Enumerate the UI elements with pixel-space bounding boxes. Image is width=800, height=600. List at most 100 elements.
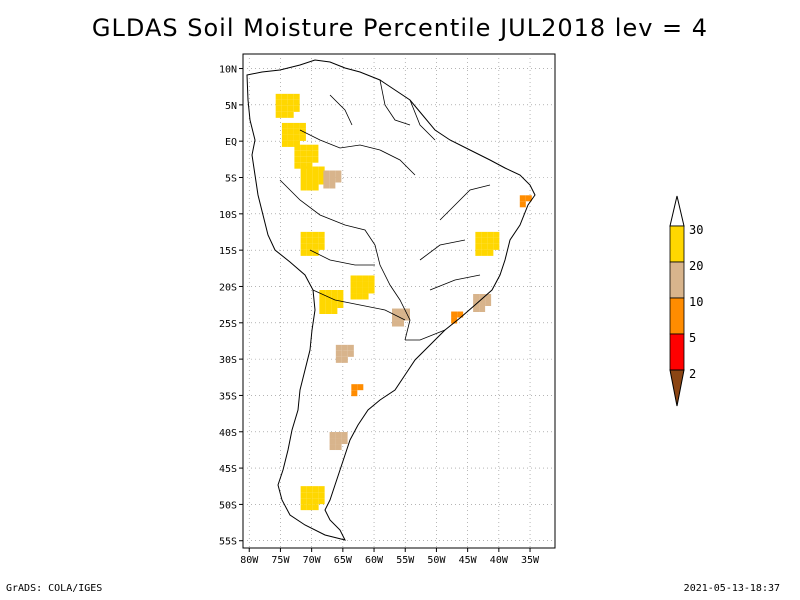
soil-moisture-cell	[306, 166, 313, 173]
soil-moisture-cell	[293, 128, 300, 135]
soil-moisture-cell	[300, 498, 307, 505]
soil-moisture-cell	[329, 444, 336, 451]
soil-moisture-cell	[275, 111, 282, 118]
soil-moisture-cell	[473, 294, 480, 300]
soil-moisture-cell	[351, 390, 358, 397]
soil-moisture-cell	[368, 275, 375, 282]
soil-moisture-cell	[306, 184, 313, 191]
soil-moisture-cell	[312, 498, 319, 505]
soil-moisture-cell	[275, 105, 282, 112]
soil-moisture-cell	[335, 344, 342, 351]
y-tick-label: 20S	[219, 282, 237, 293]
soil-moisture-cell	[312, 144, 319, 151]
soil-moisture-cell	[312, 243, 319, 250]
soil-moisture-cell	[312, 172, 319, 179]
soil-moisture-cell	[475, 231, 482, 238]
x-tick-label: 65W	[334, 555, 353, 566]
south-america-coastline	[246, 59, 536, 541]
soil-moisture-cell	[312, 150, 319, 157]
soil-moisture-cell	[281, 140, 288, 147]
soil-moisture-cell	[398, 320, 404, 327]
soil-moisture-cell	[404, 314, 410, 321]
legend-label-5: 5	[689, 331, 696, 345]
legend-label-30: 30	[689, 223, 703, 237]
soil-moisture-cell	[392, 314, 398, 321]
soil-moisture-cell	[318, 237, 325, 244]
soil-moisture-cell	[356, 275, 363, 282]
soil-moisture-cell	[312, 166, 319, 173]
soil-moisture-cell	[300, 231, 307, 238]
soil-moisture-cell	[323, 182, 330, 189]
soil-moisture-cell	[299, 122, 306, 129]
soil-moisture-cell	[299, 134, 306, 141]
soil-moisture-cell	[294, 150, 301, 157]
soil-moisture-cell	[306, 249, 313, 256]
soil-moisture-cell	[335, 350, 342, 357]
soil-moisture-cell	[335, 176, 342, 183]
soil-moisture-cell	[319, 296, 326, 302]
soil-moisture-cell	[350, 287, 357, 294]
soil-moisture-cell	[341, 432, 348, 439]
x-tick-label: 35W	[521, 555, 540, 566]
x-tick-label: 70W	[303, 555, 322, 566]
soil-moisture-cell	[312, 231, 319, 238]
soil-moisture-cell	[451, 317, 458, 324]
soil-moisture-cell	[341, 438, 348, 445]
soil-moisture-cell	[312, 492, 319, 499]
soil-moisture-cell	[306, 144, 313, 151]
x-tick-label: 80W	[240, 555, 259, 566]
soil-moisture-cell	[306, 492, 313, 499]
soil-moisture-cell	[300, 144, 307, 151]
soil-moisture-cell	[281, 111, 288, 118]
soil-moisture-cell	[485, 294, 492, 300]
soil-moisture-cell	[362, 293, 369, 300]
colorbar-bottom-arrow	[669, 369, 685, 407]
soil-moisture-cell	[287, 140, 294, 147]
soil-moisture-cell	[312, 178, 319, 185]
soil-moisture-cell	[329, 176, 336, 183]
soil-moisture-cell	[325, 290, 332, 296]
soil-moisture-cell	[331, 290, 338, 296]
soil-moisture-cell	[306, 162, 313, 169]
soil-moisture-cell	[300, 486, 307, 493]
soil-moisture-cell	[331, 302, 338, 308]
colorbar-bin-5-10	[669, 297, 685, 335]
soil-moisture-cell	[525, 195, 532, 202]
soil-moisture-cell	[312, 237, 319, 244]
soil-moisture-cell	[294, 144, 301, 151]
soil-moisture-cell	[318, 231, 325, 238]
legend-label-2: 2	[689, 367, 696, 381]
x-tick-label: 55W	[396, 555, 415, 566]
y-tick-label: 50S	[219, 500, 237, 511]
soil-moisture-cell	[329, 170, 336, 177]
soil-moisture-cell	[337, 290, 344, 296]
soil-moisture-cell	[300, 172, 307, 179]
soil-moisture-cell	[485, 300, 492, 306]
footer-timestamp: 2021-05-13-18:37	[683, 583, 780, 594]
soil-moisture-cell	[306, 237, 313, 244]
soil-moisture-cell	[337, 296, 344, 302]
soil-moisture-cell	[329, 432, 336, 439]
soil-moisture-cell	[331, 296, 338, 302]
soil-moisture-cell	[335, 432, 342, 439]
soil-moisture-cell	[293, 122, 300, 129]
soil-moisture-cell	[275, 99, 282, 106]
soil-moisture-cell	[300, 504, 307, 511]
soil-moisture-cell	[356, 281, 363, 288]
colorbar-bin-10-20	[669, 261, 685, 299]
chart-title: GLDAS Soil Moisture Percentile JUL2018 l…	[91, 14, 709, 42]
soil-moisture-cell	[306, 172, 313, 179]
soil-moisture-cell	[300, 166, 307, 173]
legend-label-10: 10	[689, 295, 703, 309]
soil-moisture-cell	[300, 492, 307, 499]
soil-moisture-cell	[300, 184, 307, 191]
soil-moisture-cell	[312, 486, 319, 493]
soil-moisture-cell	[300, 237, 307, 244]
soil-moisture-cell	[368, 281, 375, 288]
y-tick-label: 45S	[219, 464, 237, 475]
soil-moisture-cell	[341, 344, 348, 351]
soil-moisture-cell	[329, 438, 336, 445]
soil-moisture-cell	[356, 287, 363, 294]
soil-moisture-cell	[479, 300, 486, 306]
soil-moisture-cell	[323, 176, 330, 183]
